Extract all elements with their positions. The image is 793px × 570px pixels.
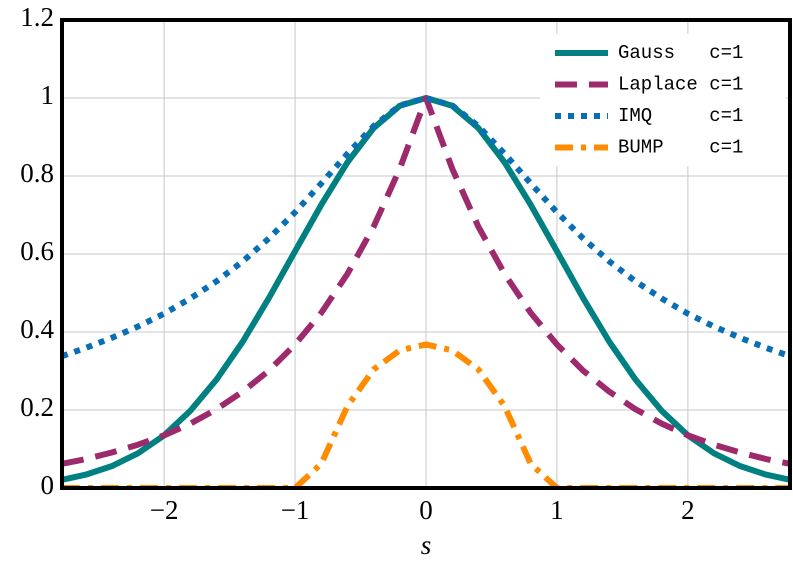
x-tick-label: 1 [550,495,564,525]
x-tick-label: −2 [150,495,179,525]
legend-label: Gauss c=1 [618,42,743,64]
y-tick-label: 1.2 [20,2,54,32]
legend-label: Laplace c=1 [618,74,743,96]
y-tick-label: 0.8 [20,158,54,188]
x-tick-label: −1 [281,495,310,525]
plot-area [62,95,790,488]
legend-label: BUMP c=1 [618,137,743,159]
y-tick-label: 0.2 [20,392,54,422]
line-series [62,95,790,360]
line-series [62,95,790,467]
line-series [62,341,790,488]
x-tick-label: 2 [681,495,695,525]
x-tick-label: 0 [419,495,433,525]
y-tick-label: 0.6 [20,236,54,266]
x-axis-label: s [421,530,432,560]
legend-label: IMQ c=1 [618,105,743,127]
y-tick-label: 0.4 [20,314,54,344]
frame [60,18,792,490]
y-tick-label: 0 [41,470,55,500]
y-tick-label: 1 [41,80,55,110]
